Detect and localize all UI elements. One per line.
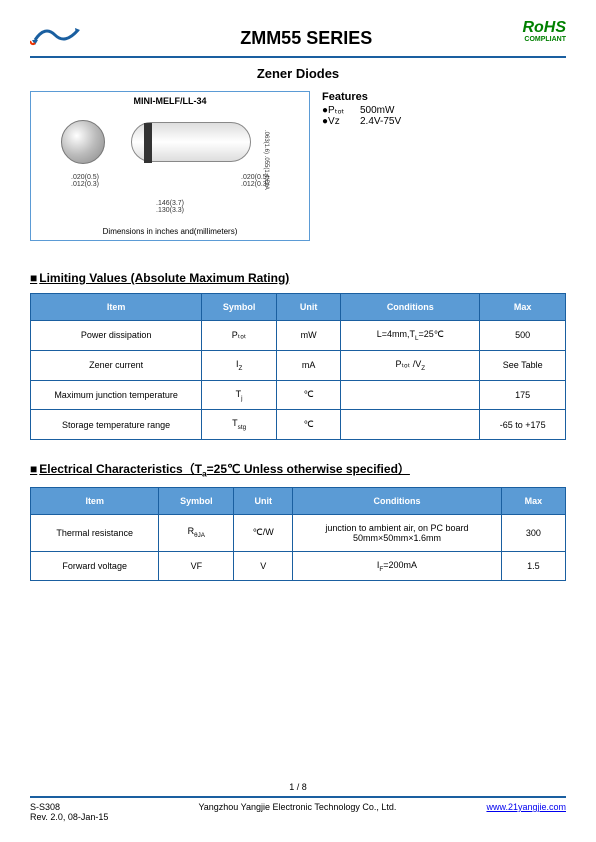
- table-cell: VF: [159, 551, 234, 581]
- table-cell: [341, 410, 480, 440]
- table-cell: RθJA: [159, 514, 234, 551]
- table-cell: Storage temperature range: [31, 410, 202, 440]
- diagram-caption: Dimensions in inches and(millimeters): [103, 227, 238, 236]
- footer-company: Yangzhou Yangjie Electronic Technology C…: [198, 802, 396, 822]
- table-row: Power dissipationPₜₒₜmWL=4mm,TL=25℃500: [31, 321, 566, 351]
- col-max: Max: [480, 294, 566, 321]
- table-cell: 300: [501, 514, 565, 551]
- section-title-limiting: Limiting Values (Absolute Maximum Rating…: [30, 271, 566, 285]
- table-cell: 175: [480, 380, 566, 410]
- features-block: Features ●Pₜₒₜ 500mW ●Vz 2.4V-75V: [322, 91, 401, 241]
- table-cell: V: [234, 551, 293, 581]
- table-cell: 1.5: [501, 551, 565, 581]
- diagram-features-row: MINI-MELF/LL-34 .020(0.5).012(0.3) .146(…: [30, 91, 566, 241]
- website-link[interactable]: www.21yangjie.com: [486, 802, 566, 812]
- section-title-electrical: Electrical Characteristics（Ta=25℃ Unless…: [30, 460, 566, 478]
- page-header: ZMM55 SERIES RoHS COMPLIANT: [30, 20, 566, 58]
- limiting-tbody: Power dissipationPₜₒₜmWL=4mm,TL=25℃500Ze…: [31, 321, 566, 440]
- table-cell: Zener current: [31, 350, 202, 380]
- table-cell: L=4mm,TL=25℃: [341, 321, 480, 351]
- col-item: Item: [31, 294, 202, 321]
- footer-url: www.21yangjie.com: [486, 802, 566, 822]
- table-cell: Thermal resistance: [31, 514, 159, 551]
- electrical-table: Item Symbol Unit Conditions Max Thermal …: [30, 487, 566, 582]
- table-cell: Pₜₒₜ: [202, 321, 277, 351]
- col-conditions: Conditions: [341, 294, 480, 321]
- col-item: Item: [31, 487, 159, 514]
- table-cell: Forward voltage: [31, 551, 159, 581]
- table-cell: 500: [480, 321, 566, 351]
- page-number: 1 / 8: [30, 782, 566, 792]
- col-symbol: Symbol: [159, 487, 234, 514]
- col-unit: Unit: [234, 487, 293, 514]
- rohs-badge: RoHS COMPLIANT: [522, 20, 566, 43]
- rohs-compliant: COMPLIANT: [522, 36, 566, 43]
- series-title: ZMM55 SERIES: [90, 28, 522, 49]
- table-cell: See Table: [480, 350, 566, 380]
- page-footer: 1 / 8 S-S308Rev. 2.0, 08-Jan-15 Yangzhou…: [30, 782, 566, 822]
- table-cell: mA: [277, 350, 341, 380]
- yangjie-logo: [30, 20, 90, 50]
- col-unit: Unit: [277, 294, 341, 321]
- dim-dia: .063(1.6) .055(1.4)DIA: [263, 130, 269, 190]
- dim-length: .146(3.7).130(3.3): [156, 200, 184, 214]
- table-row: Forward voltageVFVIF=200mA1.5: [31, 551, 566, 581]
- feature-row: ●Pₜₒₜ 500mW: [322, 105, 401, 116]
- features-title: Features: [322, 91, 401, 103]
- table-cell: Tstg: [202, 410, 277, 440]
- table-row: Thermal resistanceRθJA℃/Wjunction to amb…: [31, 514, 566, 551]
- col-symbol: Symbol: [202, 294, 277, 321]
- col-max: Max: [501, 487, 565, 514]
- table-cell: Tj: [202, 380, 277, 410]
- table-cell: mW: [277, 321, 341, 351]
- table-header-row: Item Symbol Unit Conditions Max: [31, 294, 566, 321]
- dim-left: .020(0.5).012(0.3): [71, 174, 99, 188]
- feature-row: ●Vz 2.4V-75V: [322, 116, 401, 127]
- package-diagram: MINI-MELF/LL-34 .020(0.5).012(0.3) .146(…: [30, 91, 310, 241]
- electrical-tbody: Thermal resistanceRθJA℃/Wjunction to amb…: [31, 514, 566, 581]
- table-row: Maximum junction temperatureTj℃ 175: [31, 380, 566, 410]
- table-cell: [341, 380, 480, 410]
- table-row: Zener currentIZmAPₜₒₜ /VZSee Table: [31, 350, 566, 380]
- footer-left: S-S308Rev. 2.0, 08-Jan-15: [30, 802, 108, 822]
- table-cell: junction to ambient air, on PC board 50m…: [293, 514, 502, 551]
- product-subtitle: Zener Diodes: [30, 66, 566, 81]
- table-cell: ℃: [277, 410, 341, 440]
- table-cell: Maximum junction temperature: [31, 380, 202, 410]
- table-cell: IF=200mA: [293, 551, 502, 581]
- table-cell: Pₜₒₜ /VZ: [341, 350, 480, 380]
- table-cell: ℃: [277, 380, 341, 410]
- diode-endcap: [61, 120, 105, 164]
- col-conditions: Conditions: [293, 487, 502, 514]
- limiting-values-table: Item Symbol Unit Conditions Max Power di…: [30, 293, 566, 440]
- table-row: Storage temperature rangeTstg℃ -65 to +17…: [31, 410, 566, 440]
- table-cell: ℃/W: [234, 514, 293, 551]
- rohs-text: RoHS: [522, 19, 566, 36]
- table-cell: IZ: [202, 350, 277, 380]
- diode-body: [131, 122, 251, 162]
- package-label: MINI-MELF/LL-34: [134, 96, 207, 106]
- table-cell: -65 to +175: [480, 410, 566, 440]
- table-cell: Power dissipation: [31, 321, 202, 351]
- table-header-row: Item Symbol Unit Conditions Max: [31, 487, 566, 514]
